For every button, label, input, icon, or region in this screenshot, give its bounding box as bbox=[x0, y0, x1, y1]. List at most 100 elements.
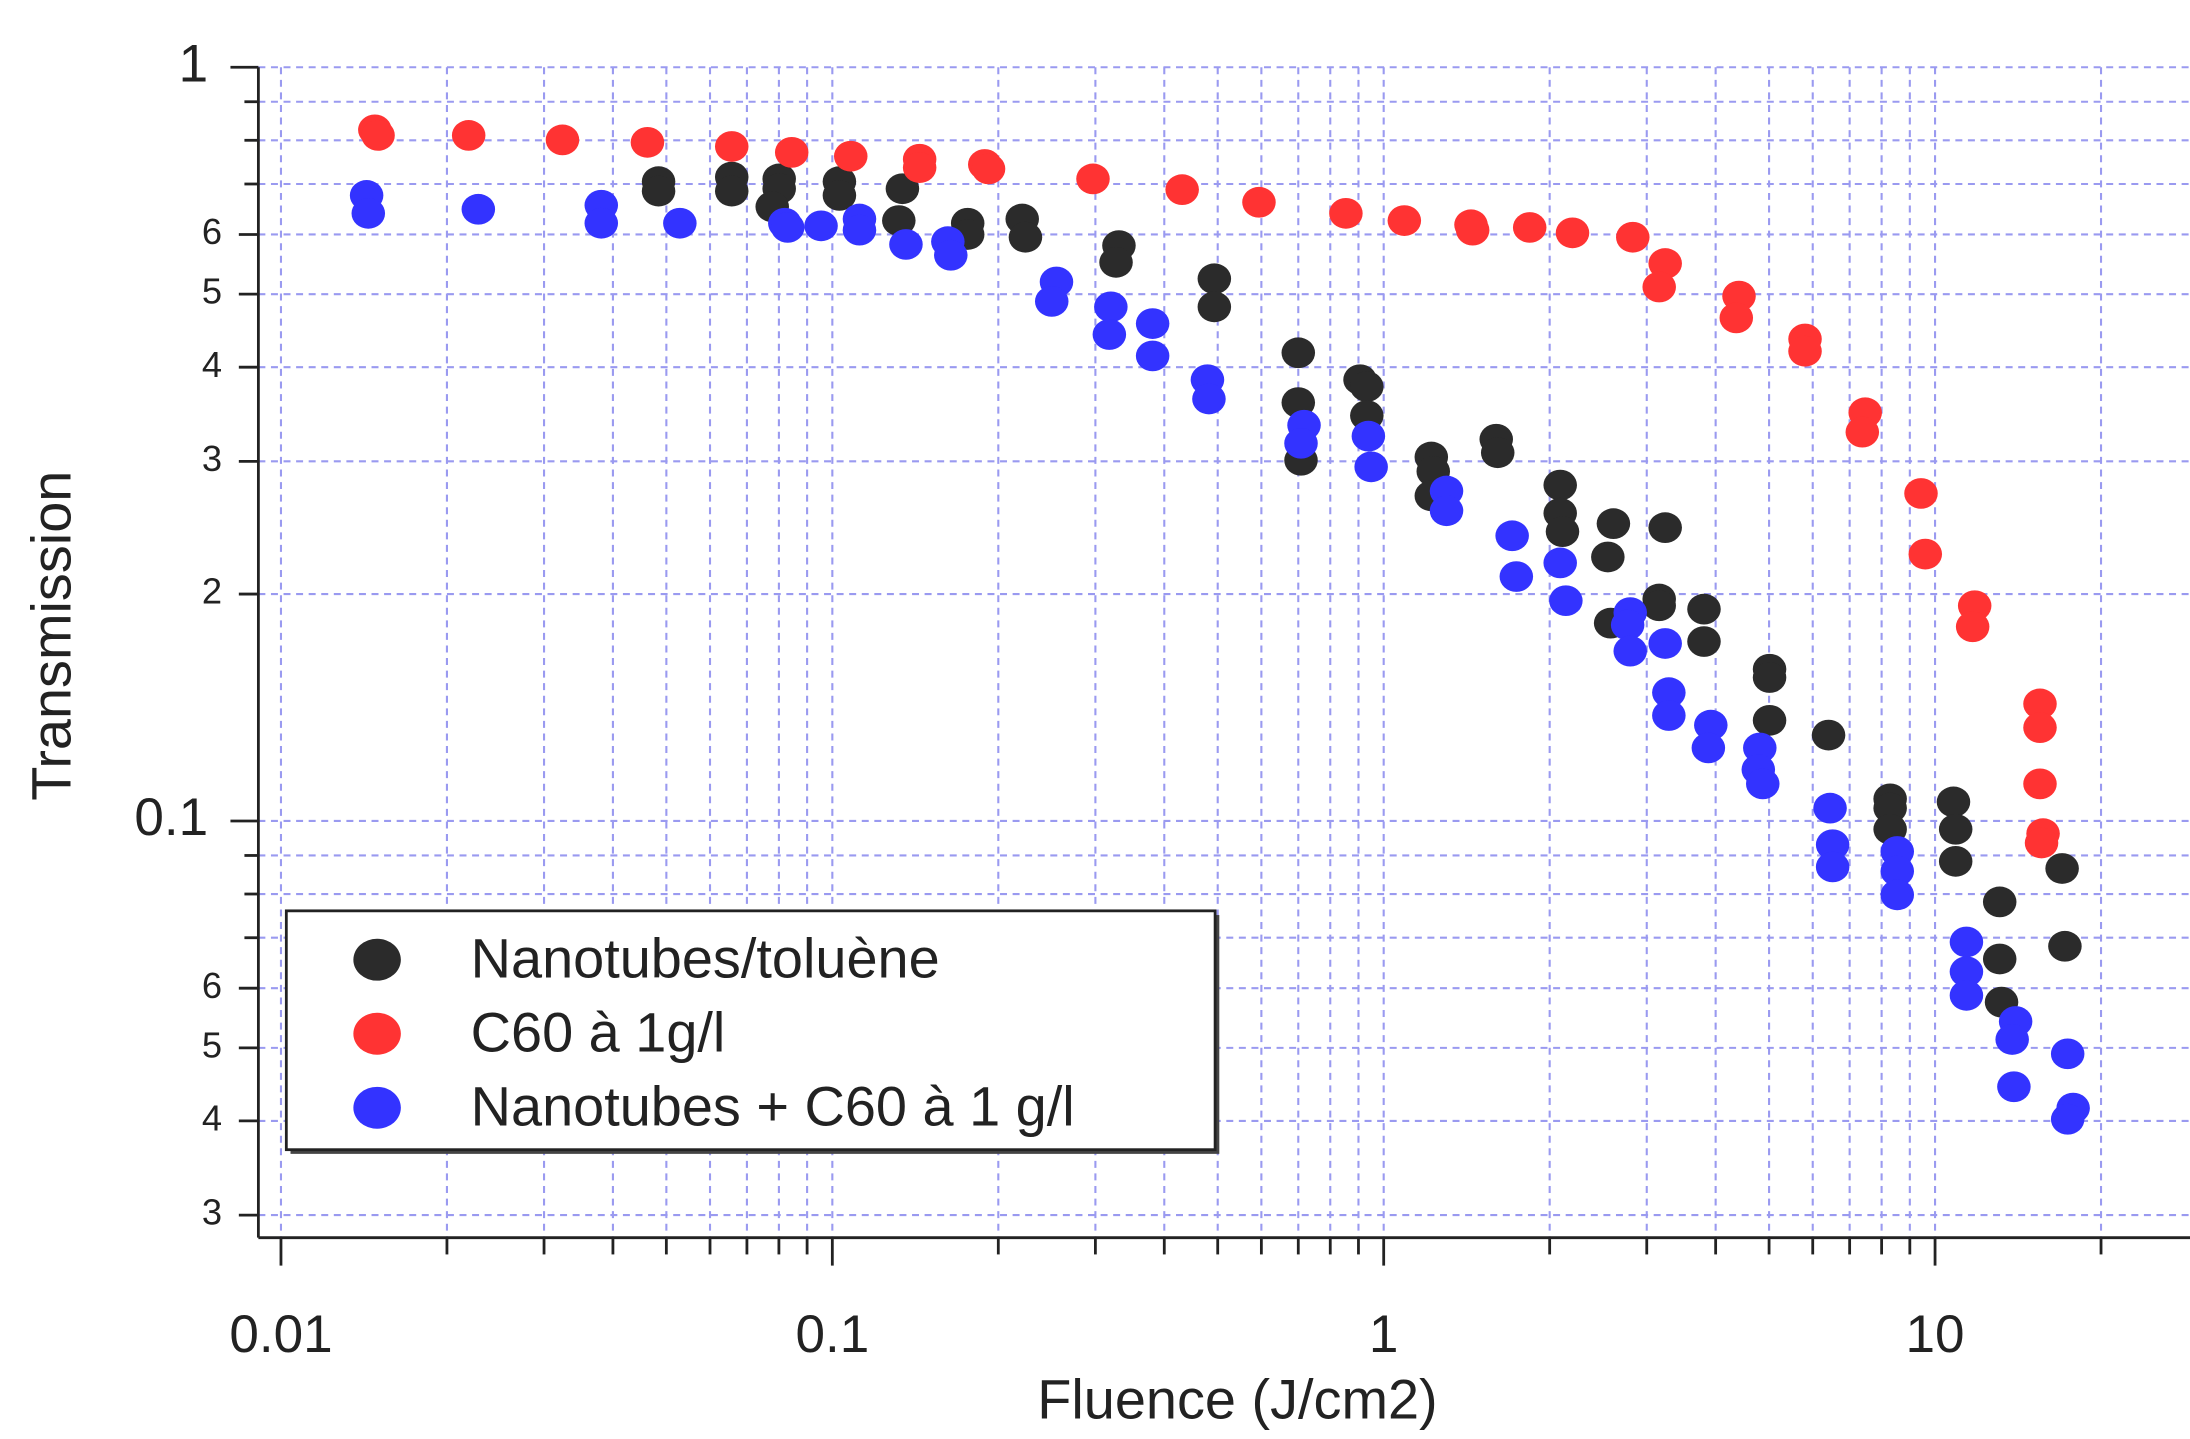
x-tick-label: 1 bbox=[1369, 1305, 1399, 1364]
point bbox=[1197, 263, 1232, 295]
point bbox=[1648, 248, 1682, 279]
point bbox=[934, 239, 968, 271]
point bbox=[1545, 516, 1580, 548]
point bbox=[1613, 635, 1647, 667]
point bbox=[822, 180, 857, 211]
point bbox=[1329, 197, 1363, 229]
point bbox=[1949, 926, 1984, 958]
legend-marker bbox=[353, 1012, 401, 1055]
point bbox=[1908, 538, 1943, 570]
point bbox=[1642, 590, 1676, 622]
point bbox=[2023, 768, 2057, 800]
point bbox=[1652, 700, 1686, 731]
point bbox=[1281, 337, 1316, 369]
x-axis-title: Fluence (J/cm2) bbox=[1037, 1368, 1437, 1431]
point bbox=[1094, 291, 1128, 323]
y-tick-label: 4 bbox=[202, 344, 222, 385]
point bbox=[1955, 611, 1990, 643]
point bbox=[804, 210, 838, 242]
legend-marker bbox=[353, 938, 401, 981]
x-tick-label: 10 bbox=[1906, 1305, 1965, 1364]
point bbox=[641, 175, 676, 207]
point bbox=[1691, 732, 1726, 764]
point bbox=[1429, 495, 1464, 527]
point bbox=[2024, 827, 2059, 859]
legend-box bbox=[284, 909, 1217, 1152]
point bbox=[1752, 662, 1787, 693]
point bbox=[1197, 291, 1232, 323]
point bbox=[630, 126, 665, 158]
point bbox=[1815, 851, 1850, 883]
point bbox=[2023, 688, 2057, 720]
x-tick-label: 0.1 bbox=[795, 1305, 869, 1364]
point bbox=[1543, 547, 1577, 579]
point bbox=[584, 207, 619, 239]
point bbox=[545, 124, 580, 156]
point bbox=[1543, 469, 1577, 501]
point bbox=[1284, 427, 1318, 459]
point bbox=[1811, 719, 1846, 751]
point bbox=[461, 193, 496, 225]
legend-label: C60 à 1g/l bbox=[471, 1000, 726, 1063]
point bbox=[1873, 792, 1907, 824]
point bbox=[1949, 979, 1984, 1011]
point bbox=[1387, 205, 1422, 236]
point bbox=[714, 131, 749, 162]
point bbox=[1687, 593, 1721, 625]
point bbox=[451, 120, 486, 151]
point bbox=[1616, 221, 1650, 253]
y-tick-label: 5 bbox=[202, 1024, 222, 1065]
point bbox=[1652, 677, 1686, 709]
point bbox=[1499, 561, 1534, 592]
point bbox=[1351, 420, 1386, 452]
point bbox=[1880, 855, 1915, 887]
point bbox=[1034, 286, 1069, 317]
point bbox=[1982, 943, 2017, 975]
point bbox=[2050, 1038, 2085, 1070]
point bbox=[1938, 813, 1973, 845]
point bbox=[1880, 879, 1915, 911]
legend: Nanotubes/toluène C60 à 1g/l Nanotubes + C… bbox=[284, 909, 1220, 1154]
point bbox=[2023, 712, 2057, 743]
point bbox=[1135, 340, 1170, 372]
point bbox=[2048, 930, 2082, 962]
point bbox=[1549, 585, 1583, 617]
point bbox=[1752, 704, 1787, 736]
point bbox=[885, 173, 920, 205]
point bbox=[770, 212, 805, 243]
y-tick-label: 5 bbox=[202, 271, 222, 312]
point bbox=[2045, 853, 2079, 884]
point bbox=[1642, 271, 1676, 303]
point bbox=[1455, 214, 1490, 246]
point bbox=[1982, 886, 2017, 918]
point bbox=[1815, 829, 1850, 861]
point bbox=[1788, 335, 1822, 367]
point bbox=[1610, 609, 1645, 641]
point bbox=[1648, 628, 1682, 659]
point bbox=[1512, 212, 1547, 243]
legend-marker bbox=[353, 1086, 401, 1129]
point bbox=[1995, 1024, 2029, 1055]
point bbox=[1648, 512, 1682, 544]
point bbox=[361, 120, 395, 151]
y-tick-label: 0.1 bbox=[134, 788, 208, 847]
point bbox=[1076, 163, 1110, 195]
point bbox=[1719, 302, 1754, 334]
point bbox=[2050, 1103, 2085, 1135]
point bbox=[1687, 626, 1721, 657]
point bbox=[1008, 221, 1043, 253]
point bbox=[1845, 416, 1880, 448]
point bbox=[1936, 786, 1971, 818]
point bbox=[1949, 956, 1984, 988]
point bbox=[1480, 437, 1515, 469]
point bbox=[842, 214, 877, 246]
point bbox=[1746, 768, 1780, 800]
y-tick-label: 2 bbox=[202, 571, 222, 612]
legend-label: Nanotubes + C60 à 1 g/l bbox=[471, 1074, 1075, 1137]
legend-label: Nanotubes/toluène bbox=[471, 926, 940, 989]
series bbox=[358, 114, 2060, 859]
point bbox=[882, 205, 916, 236]
point bbox=[774, 137, 809, 168]
